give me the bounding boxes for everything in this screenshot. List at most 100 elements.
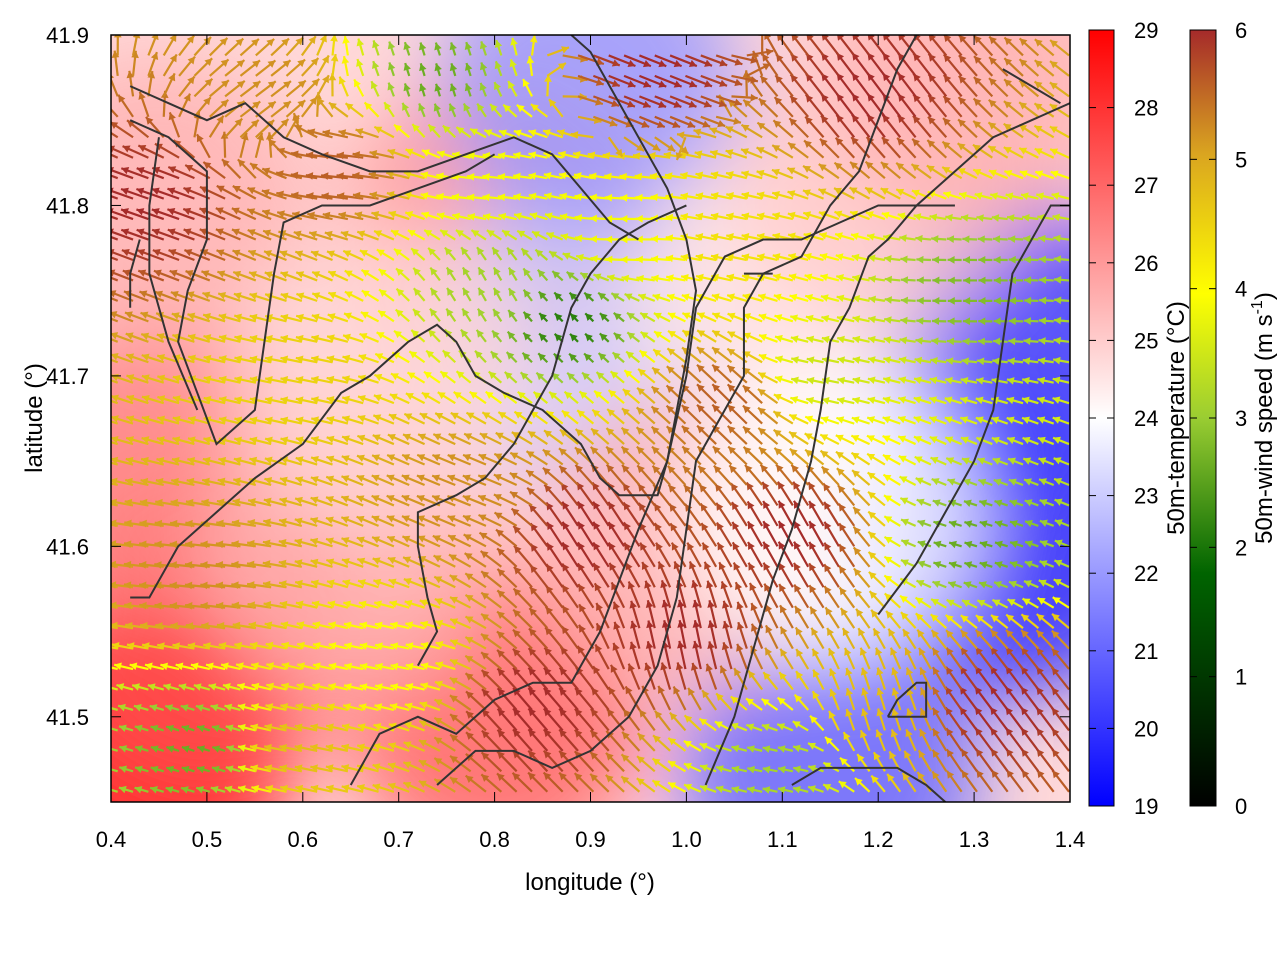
wind-arrow-617 xyxy=(868,590,886,609)
wind-arrow-266 xyxy=(311,703,333,712)
wind-arrow-660 xyxy=(561,562,579,588)
wind-arrow-307 xyxy=(944,686,963,711)
wind-arrow-234 xyxy=(792,720,809,732)
wind-arrow-243 xyxy=(931,707,948,731)
wind-arrow-490 xyxy=(857,627,871,650)
wind-arrow-606 xyxy=(706,580,718,609)
wind-arrow-128 xyxy=(134,745,149,753)
wind-arrow-493 xyxy=(902,628,917,650)
wind-arrow-115 xyxy=(903,750,917,772)
temperature-colorbar-tick-label-10: 29 xyxy=(1134,18,1158,43)
wind-arrow-328 xyxy=(296,682,318,691)
x-tick-label-7: 1.1 xyxy=(767,827,798,852)
wind-arrow-203 xyxy=(310,723,333,732)
wind-arrow-478 xyxy=(677,619,687,649)
wind-arrow-198 xyxy=(237,723,257,732)
wind-arrow-491 xyxy=(872,627,886,650)
temperature-region-3 xyxy=(111,55,309,356)
wind-arrow-433 xyxy=(945,647,963,670)
wind-arrow-608 xyxy=(734,581,748,609)
wind-arrow-595 xyxy=(528,586,549,609)
wind-arrow-654 xyxy=(464,572,487,589)
wind-arrow-55 xyxy=(946,770,963,793)
wind-colorbar-label: 50m-wind speed (m s-1) xyxy=(1249,292,1278,544)
wind-arrow-532 xyxy=(528,607,549,629)
wind-arrow-148 xyxy=(433,736,456,752)
wind-arrow-172 xyxy=(807,742,825,752)
wind-arrow-363 xyxy=(845,667,856,690)
wind-arrow-619 xyxy=(899,594,917,609)
wind-arrow-111 xyxy=(839,756,855,773)
wind-arrow-19 xyxy=(387,782,410,793)
wind-arrow-403 xyxy=(480,651,503,670)
wind-arrow-581 xyxy=(311,600,333,609)
wind-arrow-354 xyxy=(705,663,718,690)
wind-arrow-288 xyxy=(657,685,672,711)
wind-arrow-526 xyxy=(434,619,456,630)
wind-arrow-95 xyxy=(589,751,610,773)
wind-arrow-451 xyxy=(249,641,272,650)
wind-arrow-28 xyxy=(527,771,549,793)
wind-arrow-291 xyxy=(701,689,718,711)
temperature-colorbar-tick-label-0: 19 xyxy=(1134,794,1158,819)
wind-arrow-120 xyxy=(975,748,994,772)
wind-arrow-327 xyxy=(281,682,303,691)
wind-arrow-584 xyxy=(358,600,379,609)
wind-arrow-177 xyxy=(890,729,902,752)
wind-arrow-340 xyxy=(480,669,503,691)
wind-arrow-105 xyxy=(747,765,763,774)
wind-arrow-362 xyxy=(829,668,840,690)
wind-arrow-383 xyxy=(175,662,195,671)
wind-arrow-298 xyxy=(811,690,825,711)
wind-arrow-224 xyxy=(638,709,656,732)
wind-arrow-6 xyxy=(195,786,211,794)
wind-arrow-577 xyxy=(247,601,272,609)
wind-arrow-554 xyxy=(870,609,886,629)
wind-arrow-557 xyxy=(915,612,932,629)
wind-arrow-201 xyxy=(279,723,303,732)
wind-arrow-285 xyxy=(607,686,625,711)
wind-arrow-472 xyxy=(578,624,595,650)
wind-arrow-195 xyxy=(196,724,211,733)
wind-arrow-98 xyxy=(636,755,656,773)
wind-arrow-31 xyxy=(573,772,595,793)
wind-arrow-379 xyxy=(113,662,134,671)
wind-arrow-465 xyxy=(464,636,487,650)
wind-arrow-351 xyxy=(660,662,672,690)
wind-arrow-401 xyxy=(449,658,472,671)
wind-arrow-542 xyxy=(692,599,702,629)
wind-arrow-78 xyxy=(325,764,349,773)
wind-arrow-384 xyxy=(190,662,211,671)
wind-arrow-378 xyxy=(111,666,118,671)
wind-arrow-539 xyxy=(645,599,656,629)
wind-arrow-424 xyxy=(811,648,825,670)
wind-arrow-272 xyxy=(404,702,425,712)
wind-arrow-400 xyxy=(435,661,456,671)
wind-arrow-527 xyxy=(449,618,472,630)
wind-arrow-96 xyxy=(605,752,625,773)
wind-arrow-61 xyxy=(1036,769,1055,793)
wind-arrow-390 xyxy=(281,662,303,671)
wind-arrow-440 xyxy=(1051,647,1070,670)
wind-arrow-258 xyxy=(195,704,211,712)
wind-arrow-626 xyxy=(1007,598,1024,609)
wind-arrow-216 xyxy=(512,707,533,732)
wind-arrow-164 xyxy=(683,739,702,752)
wind-arrow-553 xyxy=(855,608,871,629)
wind-arrow-610 xyxy=(763,583,779,609)
wind-arrow-156 xyxy=(558,728,579,752)
wind-arrow-334 xyxy=(390,683,410,691)
wind-arrow-640 xyxy=(246,581,272,589)
wind-arrow-402 xyxy=(464,654,487,670)
wind-arrow-435 xyxy=(974,646,994,670)
wind-arrow-142 xyxy=(341,743,364,752)
wind-arrow-336 xyxy=(420,682,441,691)
wind-colorbar-label-close: ) xyxy=(1251,292,1278,300)
wind-arrow-235 xyxy=(809,715,825,732)
wind-arrow-167 xyxy=(731,744,748,753)
wind-arrow-559 xyxy=(945,614,963,629)
wind-colorbar-tick-label-4: 4 xyxy=(1235,277,1247,302)
wind-arrow-583 xyxy=(343,600,364,609)
wind-arrow-353 xyxy=(690,662,702,690)
wind-arrow-284 xyxy=(590,687,610,711)
